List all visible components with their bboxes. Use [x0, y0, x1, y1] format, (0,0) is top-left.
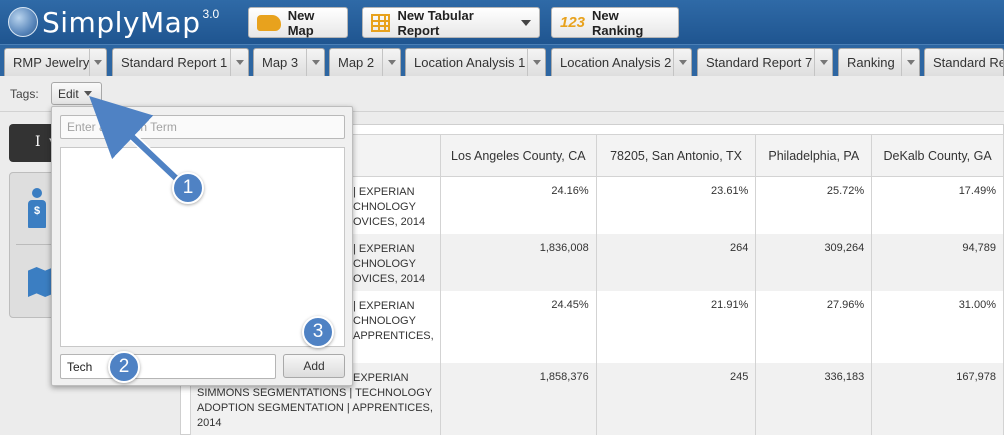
annotation-badge-3: 3	[302, 316, 334, 348]
table-row: EXPERIAN SIMMONS SEGMENTATIONS | TECHNOLO…	[190, 362, 1004, 435]
tab-dropdown-icon[interactable]	[673, 49, 691, 76]
table-cell: 27.96%	[755, 290, 873, 363]
people-dollar-icon[interactable]: $	[28, 188, 54, 230]
tag-search-input[interactable]	[60, 115, 345, 139]
simplymap-logo[interactable]: SimplyMap 3.0	[8, 5, 219, 39]
table-grid-icon	[371, 13, 391, 32]
tab-standard-report-1[interactable]: Standard Report 1	[112, 48, 249, 76]
table-cell: 167,978	[871, 362, 1004, 435]
tag-list[interactable]	[60, 147, 345, 347]
folded-map-icon[interactable]	[28, 267, 54, 297]
column-header[interactable]: Philadelphia, PA	[755, 134, 873, 177]
chevron-down-icon	[521, 19, 531, 26]
globe-icon	[8, 7, 38, 37]
table-cell: 21.91%	[595, 290, 757, 363]
table-cell: 94,789	[871, 233, 1004, 291]
table-cell: 17.49%	[871, 176, 1004, 234]
tags-label: Tags:	[10, 87, 39, 101]
logo-text: SimplyMap	[42, 5, 201, 39]
tab-dropdown-icon[interactable]	[230, 49, 248, 76]
tab-location-analysis-1[interactable]: Location Analysis 1	[405, 48, 546, 76]
top-bar: SimplyMap 3.0 New Map New Tabular Report…	[0, 0, 1004, 44]
table-cell: 31.00%	[871, 290, 1004, 363]
chevron-down-icon	[83, 91, 92, 96]
table-cell: 1,836,008	[439, 233, 597, 291]
logo-version: 3.0	[202, 7, 220, 21]
tab-label: Location Analysis 2	[560, 55, 672, 70]
sidebar-divider	[16, 244, 64, 245]
annotation-badge-1: 1	[172, 172, 204, 204]
tab-dropdown-icon[interactable]	[901, 49, 919, 76]
new-ranking-label: New Ranking	[592, 7, 644, 38]
tab-label: Standard Report 7	[706, 55, 813, 70]
column-header[interactable]: 78205, San Antonio, TX	[595, 134, 757, 177]
column-header[interactable]: DeKalb County, GA	[871, 134, 1004, 177]
tab-dropdown-icon[interactable]	[527, 49, 545, 76]
table-cell: 24.45%	[439, 290, 597, 363]
table-cell: 336,183	[755, 362, 873, 435]
add-tag-button[interactable]: Add	[283, 354, 345, 378]
new-tag-input[interactable]	[60, 354, 276, 379]
table-cell: 23.61%	[595, 176, 757, 234]
us-map-icon	[257, 14, 281, 31]
new-map-button[interactable]: New Map	[248, 7, 348, 38]
new-tabular-report-label: New Tabular Report	[397, 7, 474, 38]
tab-label: Map 2	[338, 55, 375, 70]
tab-dropdown-icon[interactable]	[382, 49, 400, 76]
tab-standard-report-partial[interactable]: Standard Rep	[924, 48, 1004, 76]
table-cell: 309,264	[755, 233, 873, 291]
tab-label: Location Analysis 1	[414, 55, 526, 70]
tab-dropdown-icon[interactable]	[89, 49, 106, 76]
edit-tags-button[interactable]: Edit	[51, 82, 102, 105]
new-ranking-button[interactable]: 123 New Ranking	[551, 7, 679, 38]
tab-map-2[interactable]: Map 2	[329, 48, 401, 76]
tab-label: RMP Jewelry	[13, 55, 90, 70]
tab-rmp-jewelry[interactable]: RMP Jewelry	[4, 48, 107, 76]
edit-label: Edit	[58, 86, 79, 101]
tab-map-3[interactable]: Map 3	[253, 48, 325, 76]
ranking-123-icon: 123	[560, 14, 586, 31]
tab-location-analysis-2[interactable]: Location Analysis 2	[551, 48, 692, 76]
table-cell: 264	[595, 233, 757, 291]
tab-label: Map 3	[262, 55, 299, 70]
tab-dropdown-icon[interactable]	[814, 49, 832, 76]
tab-bar: RMP Jewelry Standard Report 1 Map 3 Map …	[0, 44, 1004, 76]
tags-edit-popup: Add	[51, 106, 353, 386]
table-cell: 24.16%	[439, 176, 597, 234]
table-cell: 245	[595, 362, 757, 435]
tab-standard-report-7[interactable]: Standard Report 7	[697, 48, 833, 76]
tab-dropdown-icon[interactable]	[306, 49, 324, 76]
tab-label: Ranking	[847, 55, 895, 70]
tab-ranking[interactable]: Ranking	[838, 48, 920, 76]
column-header[interactable]: Los Angeles County, CA	[439, 134, 597, 177]
new-map-label: New Map	[287, 7, 315, 38]
annotation-badge-2: 2	[108, 351, 140, 383]
table-cell: 25.72%	[755, 176, 873, 234]
table-cell: 1,858,376	[439, 362, 597, 435]
new-tabular-report-button[interactable]: New Tabular Report	[362, 7, 540, 38]
tab-label: Standard Report 1	[121, 55, 228, 70]
tab-label: Standard Rep	[933, 55, 1003, 70]
